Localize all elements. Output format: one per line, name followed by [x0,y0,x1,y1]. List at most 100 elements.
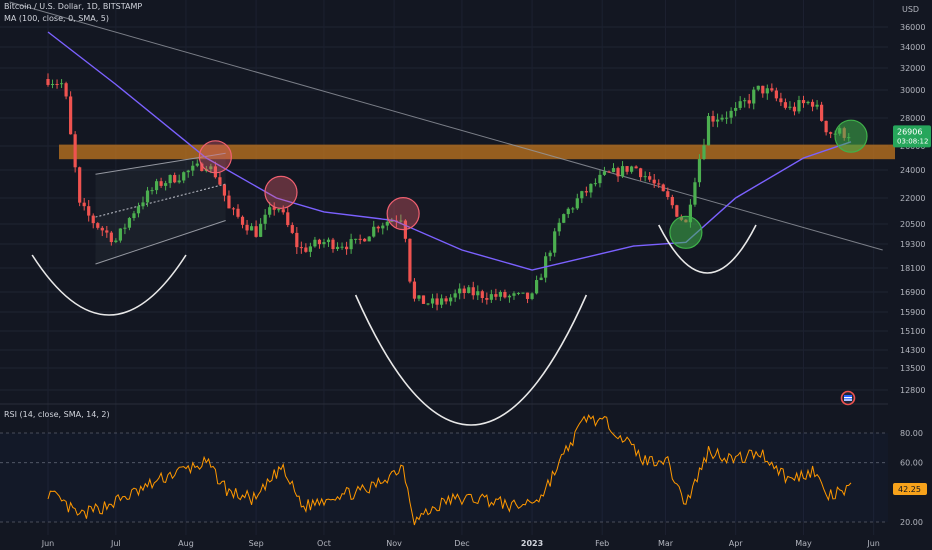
candle-body [173,175,177,183]
candle-body [553,231,557,253]
candle-body [118,228,122,241]
axes-group: USD3600034000320003000028000260002400022… [41,5,931,548]
annotation-circles-group [198,119,868,249]
us-flag-icon[interactable] [840,390,856,406]
candle-body [711,116,715,122]
candle-body [268,207,272,215]
rsi-tick-label: 60.00 [900,459,923,468]
candle-body [688,204,693,223]
descending-trendline [9,1,883,251]
candle-body [625,166,629,172]
price-tick-label: 18100 [900,264,925,273]
candle-body [629,166,634,172]
cup-arc [354,294,588,426]
candle-body [82,202,86,207]
candle-body [525,292,530,299]
candle-body [299,247,303,249]
candle-body [367,236,371,242]
candle-body [738,101,742,108]
candle-body [489,294,493,300]
candle-body [706,116,711,146]
candle-body [806,101,810,104]
candle-body [534,280,539,294]
last-price-value: 26906 [897,127,922,136]
candle-body [358,238,362,240]
candle-body [87,206,91,216]
candle-body [64,83,68,97]
price-tick-label: 24000 [900,166,925,175]
time-tick-label: Feb [595,539,609,548]
candle-body [105,230,109,233]
support-touch-circle [669,215,703,249]
candle-body [168,175,172,184]
candle-body [774,90,778,99]
candle-body [670,196,674,206]
candle-body [702,145,706,160]
candle-body [494,294,498,297]
resistance-touch-circle [386,197,420,231]
price-tick-label: 15900 [900,308,925,317]
candle-body [697,159,702,183]
rsi-last-badge [893,482,927,495]
candle-body [136,206,141,214]
rsi-legend[interactable]: RSI (14, close, SMA, 14, 2) [4,410,110,419]
candle-body [480,291,484,299]
candle-body [412,281,417,299]
candle-body [557,222,561,232]
ma-100-line [47,31,852,271]
candle-body [598,174,602,184]
candle-body [756,85,760,90]
candle-body [295,232,299,248]
candle-body [114,240,118,243]
last-price-badge [893,125,931,148]
time-tick-label: Apr [729,539,744,548]
candle-body [426,303,430,305]
candle-body [227,195,231,209]
candle-body [177,180,181,183]
candle-body [363,238,367,242]
time-tick-label: Jun [41,539,55,548]
ma-legend[interactable]: MA (100, close, 0, SMA, 5) [4,14,110,23]
candle-body [69,96,73,135]
candle-body [349,239,353,250]
candle-body [729,110,733,118]
candle-body [141,202,145,207]
symbol-title[interactable]: Bitcoin / U.S. Dollar, 1D, BITSTAMP [4,2,143,11]
candle-body [290,225,294,233]
candle-body [743,100,747,102]
candle-body [829,132,833,134]
candle-body [783,102,788,108]
candle-body [154,181,159,191]
candle-body [539,277,543,281]
candle-body [191,165,195,171]
rsi-last-value: 42.25 [898,485,921,494]
candles-group[interactable] [46,73,851,311]
candle-body [317,239,322,245]
trendline-group [9,1,883,251]
candle-body [639,168,643,178]
candle-body [675,205,679,217]
candle-body [747,100,751,104]
last-price-countdown: 03:08:12 [897,137,928,145]
candle-body [485,298,489,300]
cup-arc [31,254,187,316]
candle-body [213,166,217,178]
candle-body [331,239,335,249]
candle-body [725,117,729,119]
time-tick-label: Dec [454,539,469,548]
candle-body [417,295,421,299]
candle-body [78,167,82,203]
candle-body [245,224,249,231]
candle-body [340,246,344,248]
channel-fill [95,153,226,264]
price-tick-label: 15100 [900,327,925,336]
price-tick-label: 14300 [900,346,925,355]
candle-body [272,207,276,210]
candle-body [286,212,290,226]
candle-body [765,88,769,94]
candle-body [100,227,104,231]
price-tick-label: 22000 [900,194,925,203]
candle-body [430,298,435,304]
currency-label: USD [902,5,919,14]
